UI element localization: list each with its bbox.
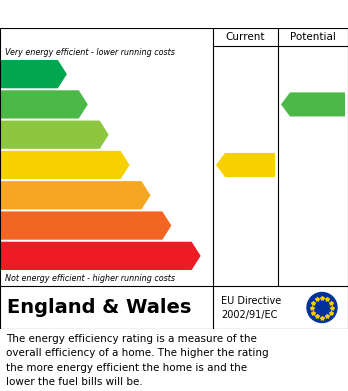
Text: A: A [55,66,67,82]
Polygon shape [1,90,88,118]
Text: (81-91): (81-91) [4,100,33,109]
Text: (55-68): (55-68) [4,160,33,170]
Polygon shape [1,212,171,240]
Text: 2002/91/EC: 2002/91/EC [221,310,277,320]
Text: Very energy efficient - lower running costs: Very energy efficient - lower running co… [5,48,175,57]
Text: Energy Efficiency Rating: Energy Efficiency Rating [8,7,210,22]
Polygon shape [1,120,109,149]
Text: (92-100): (92-100) [4,70,38,79]
Text: Potential: Potential [290,32,336,42]
Text: The energy efficiency rating is a measure of the
overall efficiency of a home. T: The energy efficiency rating is a measur… [6,334,269,387]
Polygon shape [1,60,67,88]
Text: F: F [161,218,171,233]
Polygon shape [1,151,129,179]
Text: D: D [118,158,130,172]
Text: Current: Current [226,32,265,42]
Polygon shape [1,181,150,210]
Text: EU Directive: EU Directive [221,296,281,306]
Polygon shape [1,242,201,270]
Text: (21-38): (21-38) [4,221,33,230]
Text: C: C [98,127,109,142]
Text: G: G [189,248,201,264]
Text: (69-80): (69-80) [4,130,33,139]
Text: 84: 84 [307,97,328,112]
Polygon shape [216,153,275,177]
Circle shape [307,292,337,323]
Text: Not energy efficient - higher running costs: Not energy efficient - higher running co… [5,274,175,283]
Text: England & Wales: England & Wales [7,298,191,317]
Text: (1-20): (1-20) [4,251,28,260]
Text: 65: 65 [239,158,261,172]
Text: (39-54): (39-54) [4,191,33,200]
Polygon shape [281,92,345,117]
Text: E: E [140,188,150,203]
Text: B: B [77,97,88,112]
